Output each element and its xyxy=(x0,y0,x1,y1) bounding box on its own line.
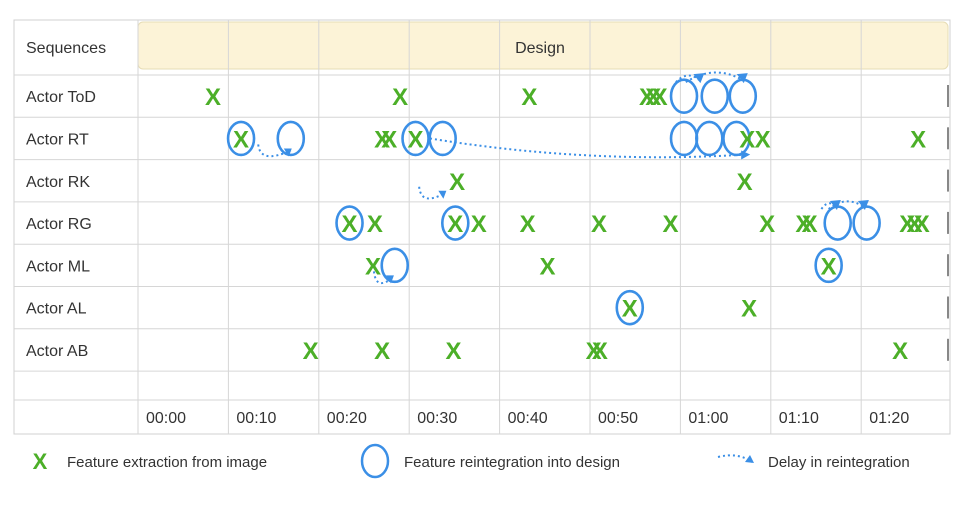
chart-grid xyxy=(13,19,951,435)
reintegration-marker xyxy=(428,120,457,157)
delay-arrowhead xyxy=(736,73,748,84)
extraction-marker: X xyxy=(365,253,381,280)
delay-arrowhead xyxy=(857,200,869,211)
extraction-marker: X xyxy=(795,211,811,238)
extraction-marker: X xyxy=(540,253,556,280)
reintegration-marker xyxy=(814,247,843,284)
legend-delay-label: Delay in reintegration xyxy=(768,454,910,471)
extraction-marker: X xyxy=(381,126,397,153)
extraction-marker: X xyxy=(899,211,915,238)
extraction-marker: X xyxy=(392,84,408,111)
extraction-marker: X xyxy=(907,211,923,238)
legend-extraction-label: Feature extraction from image xyxy=(67,454,267,471)
x-tick-label: 01:00 xyxy=(688,410,728,427)
reintegration-marker xyxy=(700,78,730,114)
extraction-marker: X xyxy=(342,211,358,238)
reintegration-marker xyxy=(669,78,699,114)
sequences-header-label: Sequences xyxy=(26,40,106,57)
x-tick-label: 00:30 xyxy=(417,410,457,427)
x-tick-label: 00:20 xyxy=(327,410,367,427)
delay-arrow xyxy=(685,71,744,83)
reintegration-marker xyxy=(669,120,699,157)
extraction-marker: X xyxy=(445,338,461,365)
extraction-marker: X xyxy=(303,338,319,365)
actor-label: Actor AL xyxy=(26,301,87,318)
extraction-marker: X xyxy=(447,211,463,238)
actor-label: Actor ML xyxy=(26,258,90,275)
extraction-marker: X xyxy=(892,338,908,365)
legend-extraction-marker: X xyxy=(33,449,48,474)
x-tick-label: 00:40 xyxy=(508,410,548,427)
delay-arrowhead xyxy=(283,148,292,157)
reintegration-marker xyxy=(335,205,364,241)
reintegration-marker xyxy=(852,205,881,241)
delay-arrowhead xyxy=(438,190,447,199)
extraction-marker: X xyxy=(821,253,837,280)
x-tick-label: 01:20 xyxy=(869,410,909,427)
reintegration-marker xyxy=(695,120,724,157)
x-tick-label: 00:10 xyxy=(236,410,276,427)
x-tick-label: 01:10 xyxy=(779,410,819,427)
extraction-marker: X xyxy=(645,84,661,111)
actor-label: Actor RT xyxy=(26,131,89,148)
extraction-marker: X xyxy=(586,338,602,365)
delay-arrowhead xyxy=(693,73,705,84)
design-sequence-label: Design xyxy=(515,40,565,57)
extraction-marker: X xyxy=(910,126,926,153)
reintegration-marker xyxy=(380,247,410,284)
reintegration-marker xyxy=(823,205,852,241)
delay-arrows xyxy=(257,71,869,285)
reintegration-marker xyxy=(615,289,645,326)
actor-labels: Actor ToD Actor RT Actor RK Actor RG Actor M… xyxy=(26,89,96,360)
reintegration-marker xyxy=(276,120,306,157)
extraction-marker: X xyxy=(520,211,536,238)
delay-arrow xyxy=(429,137,749,159)
extraction-marker: X xyxy=(639,84,655,111)
legend: X Feature extraction from image Feature … xyxy=(33,443,910,479)
extraction-marker: X xyxy=(759,211,775,238)
extraction-marker: X xyxy=(662,211,678,238)
extraction-marker: X xyxy=(591,211,607,238)
x-tick-label: 00:00 xyxy=(146,410,186,427)
reintegration-marker xyxy=(728,78,758,114)
extraction-marker: X xyxy=(205,84,221,111)
extraction-marker: X xyxy=(374,338,390,365)
extraction-marker: X xyxy=(914,211,930,238)
extraction-marker: X xyxy=(652,84,668,111)
extraction-marker: X xyxy=(471,211,487,238)
extraction-marker: X xyxy=(374,126,390,153)
extraction-marker: X xyxy=(755,126,771,153)
reintegration-marker xyxy=(722,120,751,157)
reintegration-marker xyxy=(226,120,256,157)
extraction-marker: X xyxy=(521,84,537,111)
extraction-marker: X xyxy=(233,126,249,153)
actor-label: Actor AB xyxy=(26,343,88,360)
actor-label: Actor RK xyxy=(26,174,90,191)
extraction-marker: X xyxy=(802,211,818,238)
extraction-marker: X xyxy=(592,338,608,365)
reintegration-markers xyxy=(226,78,881,326)
extraction-marker: X xyxy=(622,296,638,323)
extraction-marker: X xyxy=(408,126,424,153)
x-tick-label: 00:50 xyxy=(598,410,638,427)
extraction-marker: X xyxy=(739,126,755,153)
chart-frame xyxy=(13,19,951,435)
actor-label: Actor ToD xyxy=(26,89,96,106)
extraction-marker: X xyxy=(737,169,753,196)
extraction-marker: X xyxy=(449,169,465,196)
legend-reintegration-marker xyxy=(360,443,390,479)
legend-delay-arrowhead xyxy=(745,455,754,463)
legend-reintegration-label: Feature reintegration into design xyxy=(404,454,620,471)
actor-label: Actor RG xyxy=(26,216,92,233)
extraction-marker: X xyxy=(741,296,757,323)
x-tick-labels: 00:00 00:10 00:20 00:30 00:40 00:50 01:00 01:10… xyxy=(146,410,909,427)
extraction-marker: X xyxy=(367,211,383,238)
reintegration-marker xyxy=(441,205,470,241)
